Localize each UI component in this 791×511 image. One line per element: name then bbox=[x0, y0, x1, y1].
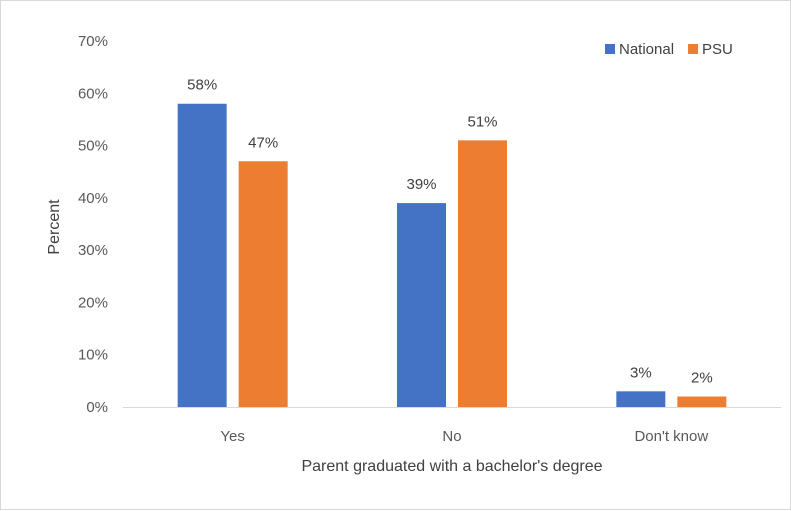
legend-swatch bbox=[605, 44, 615, 54]
x-tick-label: Yes bbox=[220, 428, 244, 445]
bar-national-1 bbox=[397, 203, 446, 407]
data-label: 58% bbox=[187, 77, 217, 94]
bar-psu-1 bbox=[458, 140, 507, 408]
data-label: 3% bbox=[630, 364, 652, 381]
y-tick-label: 60% bbox=[78, 85, 108, 102]
y-tick-label: 40% bbox=[78, 190, 108, 207]
legend-label: National bbox=[619, 41, 674, 58]
data-label: 47% bbox=[248, 134, 278, 151]
x-tick-labels: Yes No Don't know bbox=[220, 428, 708, 445]
x-tick-label: No bbox=[442, 428, 461, 445]
legend-label: PSU bbox=[702, 41, 733, 58]
y-tick-label: 20% bbox=[78, 294, 108, 311]
x-axis-title: Parent graduated with a bachelor's degre… bbox=[301, 458, 602, 475]
y-tick-label: 50% bbox=[78, 138, 108, 155]
bar-psu-0 bbox=[238, 161, 288, 407]
y-tick-labels: 0% 10% 20% 30% 40% 50% 60% 70% bbox=[78, 33, 108, 416]
bar-national-2 bbox=[616, 391, 666, 407]
y-tick-label: 30% bbox=[78, 242, 108, 259]
bar-national-0 bbox=[177, 103, 227, 407]
data-label: 2% bbox=[691, 370, 713, 387]
data-label: 51% bbox=[467, 113, 497, 130]
x-tick-label: Don't know bbox=[634, 428, 708, 445]
y-axis-title: Percent bbox=[46, 199, 63, 255]
y-tick-label: 0% bbox=[86, 399, 108, 416]
data-labels: 58% 47% 39% 51% 3% 2% bbox=[187, 77, 713, 387]
legend: National PSU bbox=[605, 41, 733, 58]
data-label: 39% bbox=[406, 176, 436, 193]
legend-swatch bbox=[688, 44, 699, 54]
y-tick-label: 70% bbox=[78, 33, 108, 50]
y-tick-label: 10% bbox=[78, 347, 108, 364]
bars bbox=[177, 103, 727, 408]
bar-psu-2 bbox=[677, 396, 727, 407]
